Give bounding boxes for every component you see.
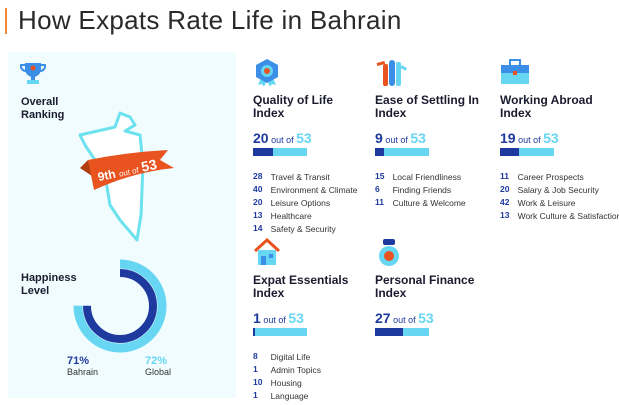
title-accent-bar bbox=[5, 8, 7, 34]
bahrain-arc bbox=[83, 269, 157, 343]
index-title: Expat Essentials Index bbox=[253, 273, 349, 300]
index-card-working-abroad: Working Abroad Index 19 out of 53 11 Caree… bbox=[500, 58, 619, 222]
index-title: Personal Finance Index bbox=[375, 273, 475, 300]
list-item: 6 Finding Friends bbox=[375, 184, 452, 195]
house-icon bbox=[253, 237, 285, 266]
overall-ranking-label: Overall Ranking bbox=[21, 96, 65, 121]
list-item: 20 Leisure Options bbox=[253, 197, 331, 208]
list-item: 28 Travel & Transit bbox=[253, 171, 330, 182]
list-item: 13 Work Culture & Satisfaction bbox=[500, 210, 619, 221]
list-item: 13 Healthcare bbox=[253, 210, 312, 221]
rank-bar-fill bbox=[253, 148, 274, 156]
rank-ribbon bbox=[80, 150, 174, 190]
index-title: Working Abroad Index bbox=[500, 93, 593, 120]
index-score: 20 out of 53 bbox=[253, 130, 312, 146]
bahrain-happiness: 71% Bahrain bbox=[67, 355, 99, 377]
index-score: 27 out of 53 bbox=[375, 310, 434, 326]
list-item: 42 Work & Leisure bbox=[500, 197, 576, 208]
rank-bar-fill bbox=[500, 148, 520, 156]
sub-index-list: 15 Local Friendliness 6 Finding Friends 11 Cu… bbox=[375, 170, 500, 209]
index-card-personal-finance: Personal Finance Index 27 out of 53 bbox=[375, 238, 500, 350]
global-arc bbox=[73, 259, 167, 353]
list-item: 40 Environment & Climate bbox=[253, 184, 358, 195]
sub-index-list: 11 Career Prospects 20 Salary & Job Securit… bbox=[500, 170, 619, 222]
index-score: 9 out of 53 bbox=[375, 130, 426, 146]
happiness-level-label: Happiness Level bbox=[21, 272, 77, 297]
list-item: 1 Admin Topics bbox=[253, 364, 321, 375]
index-card-expat-essentials: Expat Essentials Index 1 out of 53 8 Digit… bbox=[253, 237, 378, 402]
rank-bar-fill bbox=[375, 328, 403, 336]
happiness-donut bbox=[73, 259, 167, 353]
list-item: 11 Culture & Welcome bbox=[375, 197, 466, 208]
money-bag-icon bbox=[375, 238, 407, 266]
list-item: 15 Local Friendliness bbox=[375, 171, 462, 182]
rank-bar bbox=[253, 328, 307, 336]
list-item: 1 Language bbox=[253, 390, 309, 401]
list-item: 20 Salary & Job Security bbox=[500, 184, 599, 195]
rank-bar bbox=[500, 148, 554, 156]
index-score: 19 out of 53 bbox=[500, 130, 559, 146]
people-waving-icon bbox=[375, 58, 407, 86]
list-item: 14 Safety & Security bbox=[253, 223, 336, 234]
rank-bar bbox=[375, 328, 429, 336]
briefcase-icon bbox=[500, 58, 532, 86]
index-title: Ease of Settling In Index bbox=[375, 93, 480, 120]
index-score: 1 out of 53 bbox=[253, 310, 304, 326]
trophy-icon bbox=[20, 63, 46, 84]
list-item: 10 Housing bbox=[253, 377, 302, 388]
list-item: 11 Career Prospects bbox=[500, 171, 584, 182]
sub-index-list: 28 Travel & Transit 40 Environment & Climat… bbox=[253, 170, 378, 235]
rank-bar-fill bbox=[375, 148, 385, 156]
rank-bar bbox=[253, 148, 307, 156]
quality-badge-icon bbox=[253, 58, 285, 87]
list-item: 8 Digital Life bbox=[253, 351, 311, 362]
index-title: Quality of Life Index bbox=[253, 93, 334, 120]
index-card-ease-of-settling-in: Ease of Settling In Index 9 out of 53 15 L… bbox=[375, 58, 500, 209]
sub-index-list: 8 Digital Life 1 Admin Topics 10 Housing 1 Lang… bbox=[253, 350, 378, 402]
rank-bar bbox=[375, 148, 429, 156]
page-title: How Expats Rate Life in Bahrain bbox=[18, 5, 402, 35]
rank-bar-fill bbox=[253, 328, 255, 336]
global-happiness: 72% Global bbox=[145, 355, 172, 377]
index-card-quality-of-life: Quality of Life Index 20 out of 53 28 Trav… bbox=[253, 58, 378, 235]
